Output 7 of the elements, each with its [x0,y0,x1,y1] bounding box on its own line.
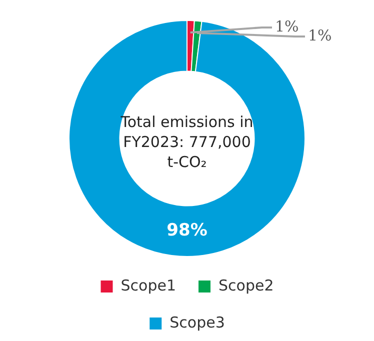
legend-label: Scope3 [170,313,225,332]
text: Total emissions in FY2023: 777,000 t-CO₂ [120,112,254,172]
legend-label: Scope2 [218,276,274,294]
data-label: 1% [275,17,299,36]
legend-label: Scope1 [120,276,176,294]
data-label: 98% [166,220,208,241]
data-label: 1% [308,26,332,44]
